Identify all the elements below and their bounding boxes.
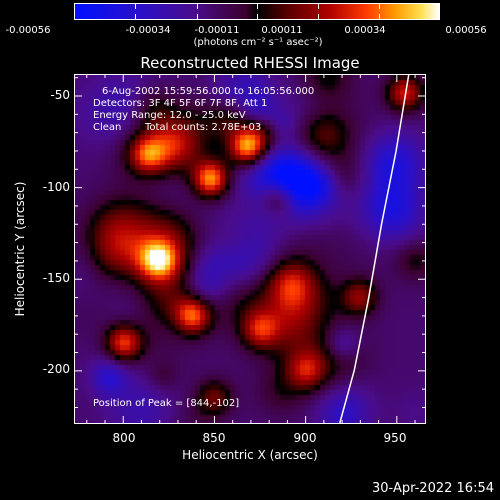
colorbar-tick (379, 4, 380, 9)
y-tick-label: -50 (50, 88, 70, 102)
colorbar-tick (135, 4, 136, 9)
colorbar-tick-label: -0.00011 (194, 25, 240, 36)
x-tick-label: 950 (383, 431, 407, 445)
timestamp: 30-Apr-2022 16:54 (372, 481, 494, 496)
heatmap-image (75, 75, 425, 423)
peak-position-label: Position of Peak = [844,-102] (93, 398, 240, 409)
solar-limb (339, 75, 410, 423)
colorbar-units: (photons cm⁻² s⁻¹ asec⁻²) (193, 37, 323, 48)
colorbar-tick (197, 4, 198, 9)
colorbar-tick (318, 4, 319, 9)
colorbar-tick (135, 14, 136, 19)
y-tick-label: -150 (42, 271, 70, 285)
x-tick-label: 900 (293, 431, 317, 445)
chart-title: Reconstructed RHESSI Image (140, 54, 360, 72)
colorbar-tick (257, 4, 258, 9)
colorbar-tick-label: -0.00034 (125, 25, 171, 36)
colorbar (74, 3, 440, 20)
energy-range-label: Energy Range: 12.0 - 25.0 keV (93, 110, 246, 121)
colorbar-tick (257, 14, 258, 19)
colorbar-tick (379, 14, 380, 19)
y-tick-label: -200 (42, 362, 70, 376)
colorbar-tick-label: -0.00056 (5, 25, 51, 36)
colorbar-tick (197, 14, 198, 19)
time-range-label: 6-Aug-2002 15:59:56.000 to 16:05:56.000 (102, 86, 315, 97)
x-axis-label: Heliocentric X (arcsec) (182, 448, 318, 462)
detectors-label: Detectors: 3F 4F 5F 6F 7F 8F, Att 1 (93, 98, 268, 109)
y-axis-label: Heliocentric Y (arcsec) (13, 181, 27, 317)
plot-area (74, 74, 426, 424)
x-tick-label: 850 (202, 431, 226, 445)
solar-limb-curve (339, 75, 410, 423)
total-counts-label: Total counts: 2.78E+03 (145, 122, 262, 133)
colorbar-tick-label: 0.00056 (445, 25, 487, 36)
y-tick-label: -100 (42, 180, 70, 194)
method-label: Clean (93, 122, 122, 133)
colorbar-tick-label: 0.00011 (261, 25, 303, 36)
colorbar-tick-label: 0.00034 (344, 25, 386, 36)
x-tick-label: 800 (112, 431, 136, 445)
colorbar-tick (318, 14, 319, 19)
